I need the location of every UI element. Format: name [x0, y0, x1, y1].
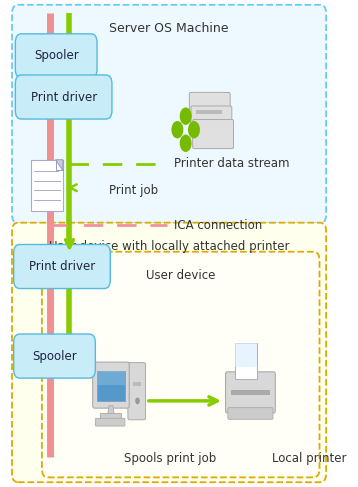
FancyBboxPatch shape	[93, 362, 129, 408]
FancyBboxPatch shape	[42, 252, 319, 477]
FancyBboxPatch shape	[12, 223, 326, 482]
Circle shape	[180, 134, 192, 152]
FancyBboxPatch shape	[14, 334, 95, 378]
Circle shape	[180, 108, 192, 125]
Text: User device: User device	[146, 269, 216, 282]
Text: Spools print job: Spools print job	[124, 452, 217, 466]
Text: Print driver: Print driver	[30, 91, 97, 104]
FancyBboxPatch shape	[97, 371, 125, 385]
FancyBboxPatch shape	[100, 413, 122, 421]
Polygon shape	[55, 160, 63, 170]
FancyBboxPatch shape	[15, 34, 97, 78]
Text: Printer data stream: Printer data stream	[174, 157, 290, 170]
FancyBboxPatch shape	[189, 93, 230, 121]
Circle shape	[188, 121, 200, 138]
Circle shape	[171, 121, 183, 138]
FancyBboxPatch shape	[236, 343, 257, 367]
FancyBboxPatch shape	[228, 408, 273, 419]
Text: Server OS Machine: Server OS Machine	[109, 22, 229, 35]
FancyBboxPatch shape	[15, 75, 112, 119]
FancyBboxPatch shape	[132, 382, 141, 386]
FancyBboxPatch shape	[231, 390, 270, 394]
Text: User device with locally attached printer: User device with locally attached printe…	[49, 240, 289, 253]
FancyBboxPatch shape	[226, 372, 275, 413]
FancyBboxPatch shape	[31, 160, 63, 210]
FancyBboxPatch shape	[191, 106, 232, 135]
FancyBboxPatch shape	[195, 110, 222, 114]
Text: Print job: Print job	[109, 184, 159, 197]
FancyBboxPatch shape	[236, 343, 257, 379]
FancyBboxPatch shape	[193, 119, 233, 149]
Circle shape	[135, 397, 140, 404]
Text: Spooler: Spooler	[34, 49, 78, 62]
FancyBboxPatch shape	[97, 371, 125, 401]
FancyBboxPatch shape	[128, 363, 145, 420]
FancyBboxPatch shape	[12, 5, 326, 223]
FancyBboxPatch shape	[14, 244, 110, 288]
Text: Print driver: Print driver	[29, 260, 95, 273]
FancyBboxPatch shape	[95, 418, 125, 426]
Text: Spooler: Spooler	[32, 350, 77, 363]
Polygon shape	[108, 406, 114, 415]
Text: ICA connection: ICA connection	[174, 219, 262, 232]
Text: Local printer: Local printer	[272, 452, 347, 466]
